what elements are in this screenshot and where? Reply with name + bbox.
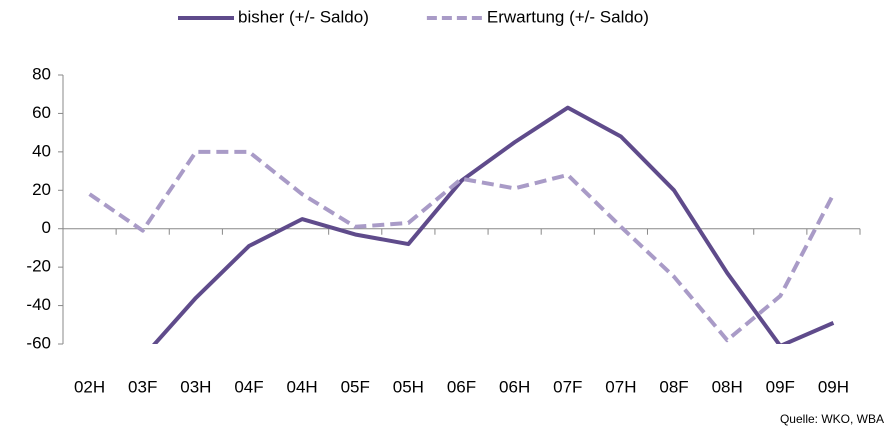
y-tick-label: 60 (32, 103, 51, 122)
x-tick-label: 07F (553, 377, 582, 396)
series-line (88, 149, 836, 343)
y-tick-label: 20 (32, 180, 51, 199)
x-tick-label: 09F (766, 377, 795, 396)
y-tick-label: -20 (26, 257, 51, 276)
x-tick-label: 04H (287, 377, 318, 396)
x-tick-label: 02H (74, 377, 105, 396)
legend-label: Erwartung (+/- Saldo) (487, 7, 649, 26)
x-tick-label: 05F (341, 377, 370, 396)
x-tick-label: 08F (659, 377, 688, 396)
x-tick-label: 05H (393, 377, 424, 396)
x-tick-label: 03F (128, 377, 157, 396)
x-tick-label: 06F (447, 377, 476, 396)
series-line (89, 105, 835, 344)
x-tick-label: 03H (180, 377, 211, 396)
x-tick-label: 07H (605, 377, 636, 396)
y-tick-label: -40 (26, 295, 51, 314)
x-tick-label: 06H (499, 377, 530, 396)
source: Quelle: WKO, WBA (780, 412, 884, 426)
plot-area (88, 105, 836, 344)
x-tick-label: 09H (818, 377, 849, 396)
x-tick-label: 04F (234, 377, 263, 396)
legend-label: bisher (+/- Saldo) (238, 7, 369, 26)
y-tick-label: 0 (42, 218, 51, 237)
y-tick-label: 40 (32, 141, 51, 160)
y-tick-label: -60 (26, 333, 51, 352)
y-tick-label: 80 (32, 64, 51, 83)
x-tick-label: 08H (712, 377, 743, 396)
